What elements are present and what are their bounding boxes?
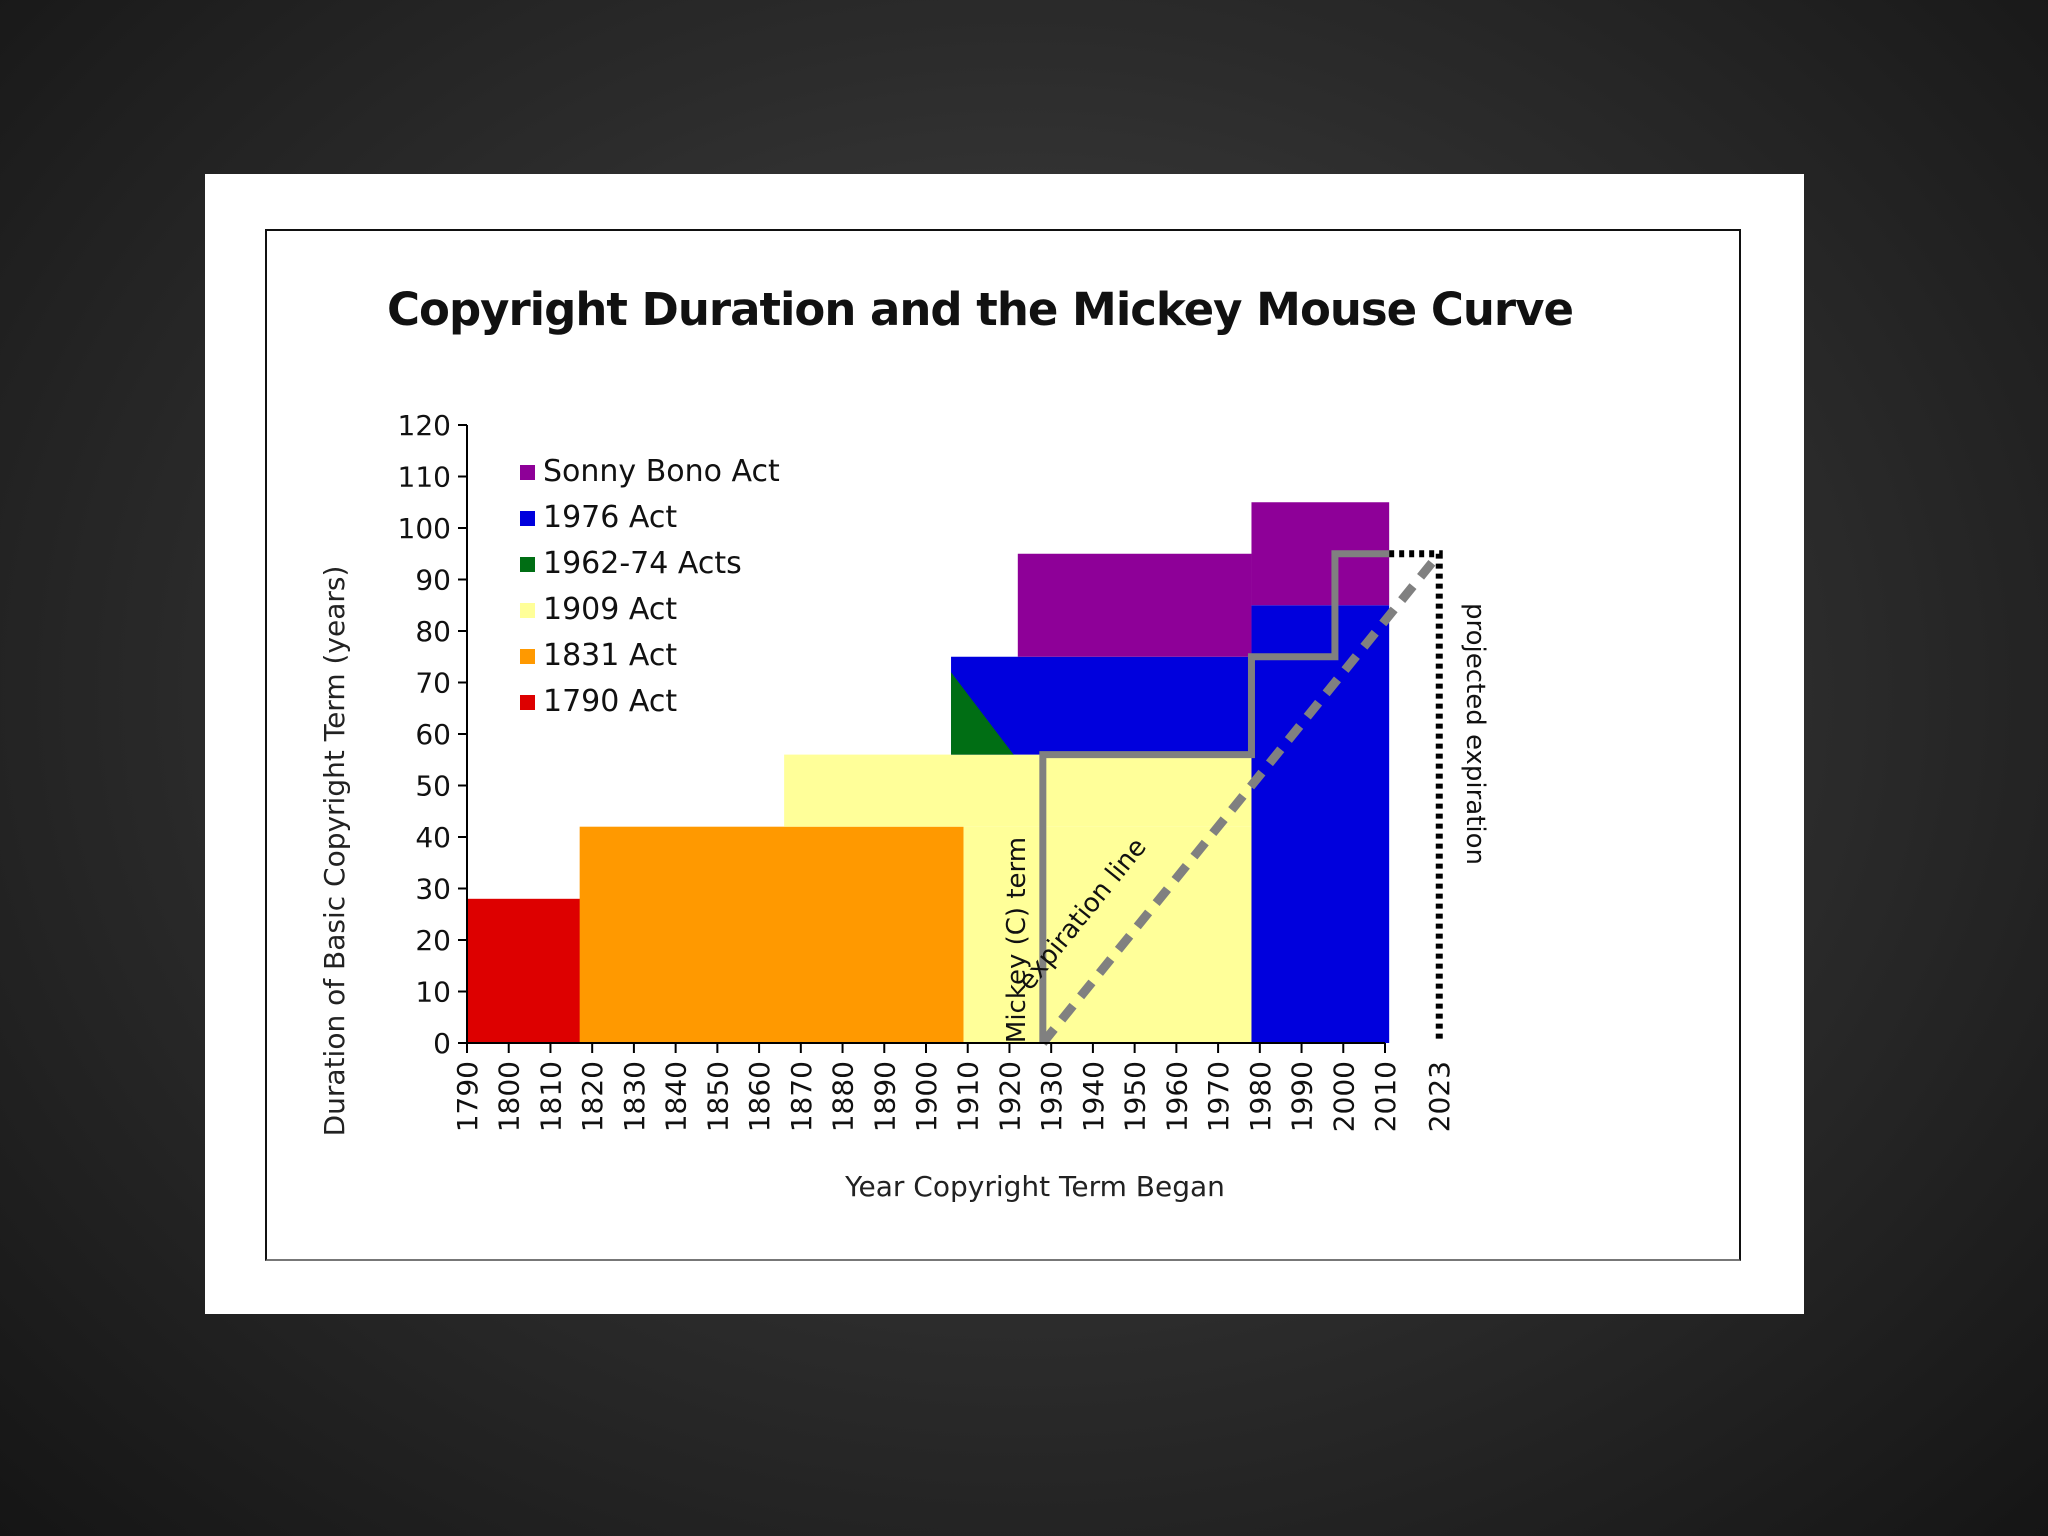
x-tick-label: 1970	[1202, 1061, 1235, 1132]
x-tick-label: 1820	[576, 1061, 609, 1132]
legend-label-1976-act: 1976 Act	[543, 500, 677, 535]
projected-expiration-label: projected expiration	[1460, 603, 1490, 865]
x-tick-label: 1930	[1035, 1061, 1068, 1132]
legend-swatch-1831-act	[520, 649, 535, 664]
y-tick-label: 70	[415, 667, 451, 700]
expiration-line	[1039, 550, 1443, 1046]
slide-card: Copyright Duration and the Mickey Mouse …	[205, 174, 1804, 1314]
mickey-term-label: Mickey (C) term	[1002, 837, 1032, 1043]
y-tick-label: 80	[415, 615, 451, 648]
y-tick-label: 100	[398, 512, 451, 545]
y-tick-label: 110	[398, 461, 451, 494]
y-tick-label: 30	[415, 873, 451, 906]
x-tick-label: 1860	[743, 1061, 776, 1132]
block-1976-act-1	[1251, 605, 1390, 1043]
chart-frame: Copyright Duration and the Mickey Mouse …	[265, 229, 1741, 1261]
x-tick-label: 1900	[910, 1061, 943, 1132]
x-tick-label: 1910	[952, 1061, 985, 1132]
legend-label-sonny-bono-act: Sonny Bono Act	[543, 454, 780, 489]
mickey-term-line	[1039, 550, 1390, 1043]
x-tick-label: 1920	[993, 1061, 1026, 1132]
x-tick-label: 2023	[1423, 1061, 1456, 1132]
legend-label-1831-act: 1831 Act	[543, 638, 677, 673]
legend-label-1790-act: 1790 Act	[543, 684, 677, 719]
x-tick-label: 1990	[1286, 1061, 1319, 1132]
block-1909-act-0	[784, 754, 1252, 827]
x-tick-label: 1810	[534, 1061, 567, 1132]
legend-label-1909-act: 1909 Act	[543, 592, 677, 627]
x-tick-label: 2010	[1369, 1061, 1402, 1132]
block-1831-act-0	[579, 826, 964, 1043]
x-tick-label: 1890	[868, 1061, 901, 1132]
x-tick-label: 1790	[451, 1061, 484, 1132]
x-tick-label: 1830	[618, 1061, 651, 1132]
y-tick-label: 90	[415, 564, 451, 597]
y-tick-label: 20	[415, 924, 451, 957]
legend-swatch-1909-act	[520, 603, 535, 618]
block-1909-act-1	[963, 826, 1252, 1043]
legend-swatch-1790-act	[520, 695, 535, 710]
x-tick-label: 1850	[701, 1061, 734, 1132]
legend-swatch-1962-74-acts	[520, 557, 535, 572]
x-axis-title: Year Copyright Term Began	[844, 1170, 1225, 1203]
chart: Copyright Duration and the Mickey Mouse …	[318, 283, 1574, 1203]
chart-title: Copyright Duration and the Mickey Mouse …	[387, 283, 1573, 336]
projected-expiration-line	[1389, 550, 1443, 1043]
legend-swatch-sonny-bono-act	[520, 465, 535, 480]
y-tick-label: 10	[415, 976, 451, 1009]
block-sonny-bono-act-0	[1017, 553, 1252, 657]
x-tick-label: 1880	[827, 1061, 860, 1132]
y-tick-label: 0	[433, 1027, 451, 1060]
x-tick-label: 2000	[1327, 1061, 1360, 1132]
y-tick-label: 50	[415, 770, 451, 803]
x-tick-label: 1960	[1160, 1061, 1193, 1132]
x-tick-label: 1940	[1077, 1061, 1110, 1132]
x-tick-label: 1840	[660, 1061, 693, 1132]
x-tick-label: 1950	[1119, 1061, 1152, 1132]
legend-label-1962-74-acts: 1962-74 Acts	[543, 546, 742, 581]
block-1962-74-acts-0	[951, 672, 1014, 755]
y-axis-title: Duration of Basic Copyright Term (years)	[318, 566, 351, 1137]
y-tick-label: 40	[415, 821, 451, 854]
x-tick-label: 1870	[785, 1061, 818, 1132]
y-tick-label: 60	[415, 718, 451, 751]
x-tick-label: 1980	[1244, 1061, 1277, 1132]
y-tick-label: 120	[398, 409, 451, 442]
x-tick-label: 1800	[493, 1061, 526, 1132]
legend-swatch-1976-act	[520, 511, 535, 526]
